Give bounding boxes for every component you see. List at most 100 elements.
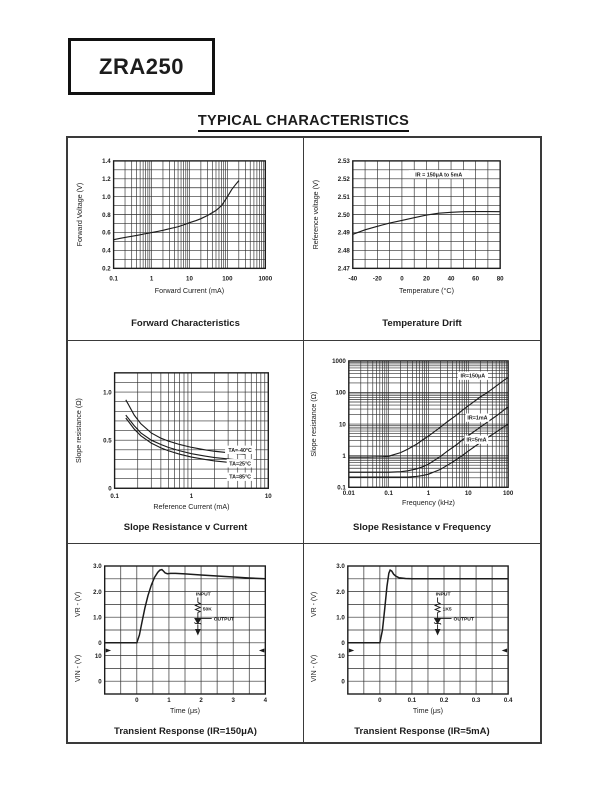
- curve-ir-150ua: [348, 376, 509, 458]
- curve-label: TA=85°C: [229, 475, 251, 481]
- curve-forward-voltage: [113, 180, 240, 241]
- x-tick-label: 0: [378, 697, 382, 704]
- y-tick-label: 10: [339, 421, 346, 428]
- y-tick-label: 2.53: [338, 158, 351, 165]
- chart-title: Slope Resistance v Current: [124, 522, 248, 533]
- x-axis-label: Reference Current (mA): [153, 503, 229, 511]
- x-tick-label: 0.1: [408, 697, 417, 704]
- circuit-output-label: OUTPUT: [454, 616, 474, 622]
- zener-diode-icon: [194, 617, 202, 625]
- curve-label-box: [464, 435, 489, 444]
- test-circuit-inset: [194, 597, 212, 636]
- vr-tick-label: 0: [341, 640, 345, 647]
- vr-tick-label: 2.0: [336, 589, 345, 596]
- curve-ta-85c: [125, 417, 246, 465]
- y-axis-label: Reference voltage (V): [312, 180, 320, 250]
- resistor-icon: [194, 602, 202, 613]
- circuit-input-label: INPUT: [436, 591, 451, 597]
- y-tick-label: 1000: [332, 358, 346, 365]
- vr-tick-label: 3.0: [93, 563, 102, 570]
- y-tick-label: 0.1: [337, 484, 346, 491]
- chart-cell-temperature-drift: IR = 150μA to 5mA -40 -20 0 20 40 60 80 2.47 2.48…: [304, 138, 540, 341]
- curve-label-box: [226, 472, 254, 481]
- curve-ir-5ma: [348, 423, 509, 478]
- vr-axis-label: VR - (V): [75, 592, 82, 617]
- chart-cell-transient-response-5ma: 0 0.1 0.2 0.3 0.4 3.0 2.0 1.0 0 10 0 VR - (V) VIN - …: [304, 544, 540, 742]
- vin-tick-label: 10: [95, 653, 102, 660]
- x-tick-label: 1: [150, 275, 154, 282]
- trace-arrow-right-icon: [258, 648, 265, 653]
- x-tick-label: 0.1: [109, 275, 118, 282]
- y-axis-label: Slope resistance (Ω): [75, 398, 83, 463]
- y-tick-label: 0.4: [102, 248, 111, 255]
- x-tick-label: 0.3: [472, 697, 481, 704]
- y-tick-label: 1.2: [102, 176, 111, 183]
- typical-characteristics-grid: 0.1 1 10 100 1000 0.2 0.4 0.6 0.8 1.0 1.2 1.4 Forwar…: [66, 136, 542, 744]
- chart-title: Slope Resistance v Frequency: [353, 522, 492, 533]
- circuit-resistor-label: 1K5: [443, 606, 452, 612]
- x-tick-label: 10: [186, 275, 193, 282]
- y-tick-label: 2.50: [338, 212, 351, 219]
- x-tick-label: 10: [465, 490, 472, 497]
- curve-label: IR=1mA: [467, 416, 487, 422]
- test-circuit-inset: [433, 597, 452, 636]
- x-tick-label: 100: [222, 275, 233, 282]
- grid: [104, 565, 266, 695]
- chart-cell-slope-resistance-v-frequency: IR=150μA IR=1mA IR=5mA 0.01 0.1 1 10 100 0.1 1 10 1…: [304, 341, 540, 544]
- y-tick-label: 2.52: [338, 176, 351, 183]
- x-axis-label: Time (μs): [413, 707, 443, 715]
- x-tick-label: 1: [190, 493, 194, 500]
- curve-ta-25c: [125, 414, 246, 461]
- grid: [348, 360, 509, 488]
- chart-title: Transient Response (IR=5mA): [354, 726, 489, 737]
- vr-tick-label: 3.0: [336, 563, 345, 570]
- curve-label-box: [226, 459, 254, 468]
- y-tick-label: 0: [108, 485, 112, 492]
- curve-label-box: [408, 170, 469, 179]
- curve-label-box: [465, 413, 490, 422]
- chart-cell-slope-resistance-v-current: TA=-40°C TA=25°C TA=85°C 0.1 1 10 0 0.5 1.0 Refer…: [68, 341, 304, 544]
- vr-tick-label: 1.0: [336, 614, 345, 621]
- y-tick-label: 0.6: [102, 230, 111, 237]
- zener-bar-icon: [194, 622, 202, 625]
- curve-label: TA=-40°C: [228, 448, 252, 454]
- vin-tick-label: 0: [341, 678, 345, 685]
- x-tick-label: 1000: [258, 275, 272, 282]
- grid: [347, 565, 509, 695]
- x-axis-label: Frequency (kHz): [402, 499, 455, 507]
- chart-cell-forward-characteristics: 0.1 1 10 100 1000 0.2 0.4 0.6 0.8 1.0 1.2 1.4 Forwar…: [68, 138, 304, 341]
- vin-axis-label: VIN - (V): [311, 655, 318, 682]
- chart-svg-transient-response-5ma: 0 0.1 0.2 0.3 0.4 3.0 2.0 1.0 0 10 0 VR - (V) VIN - …: [311, 563, 513, 737]
- x-tick-label: 100: [503, 490, 514, 497]
- y-tick-label: 1.0: [102, 194, 111, 201]
- curve-ir-1ma: [348, 406, 509, 473]
- y-tick-label: 2.48: [338, 248, 351, 255]
- vin-axis-label: VIN - (V): [75, 655, 82, 682]
- x-axis-label: Forward Current (mA): [155, 287, 224, 295]
- resistor-icon: [433, 602, 442, 613]
- x-axis-label: Time (μs): [170, 707, 200, 715]
- grid: [113, 160, 266, 269]
- x-tick-label: 20: [423, 275, 430, 282]
- trace-arrow-right-icon: [501, 648, 508, 653]
- x-axis-label: Temperature (°C): [399, 287, 454, 295]
- vin-tick-label: 0: [98, 678, 102, 685]
- chart-svg-slope-resistance-v-current: TA=-40°C TA=25°C TA=85°C 0.1 1 10 0 0.5 1.0 Refer…: [75, 372, 272, 533]
- x-tick-label: 80: [497, 275, 504, 282]
- x-tick-label: 4: [264, 697, 268, 704]
- y-tick-label: 0.2: [102, 266, 111, 273]
- chart-svg-forward-characteristics: 0.1 1 10 100 1000 0.2 0.4 0.6 0.8 1.0 1.2 1.4 Forwar…: [76, 158, 273, 329]
- y-axis-label: Slope resistance (Ω): [310, 392, 318, 457]
- chart-svg-transient-response-150ua: 0 1 2 3 4 3.0 2.0 1.0 0 10 0 VR - (V) VIN - (V) Time …: [75, 563, 268, 737]
- vin-tick-label: 10: [338, 653, 345, 660]
- x-tick-label: 0.1: [110, 493, 119, 500]
- circuit-resistor-label: 50K: [203, 606, 212, 612]
- chart-svg-temperature-drift: IR = 150μA to 5mA -40 -20 0 20 40 60 80 2.47 2.48…: [312, 158, 504, 329]
- plot-border: [112, 160, 267, 270]
- circuit-output-label: OUTPUT: [214, 616, 234, 622]
- vr-tick-label: 0: [98, 640, 102, 647]
- x-tick-label: 0: [400, 275, 404, 282]
- chart-title: Temperature Drift: [382, 318, 462, 329]
- chart-title: Transient Response (IR=150μA): [114, 726, 257, 737]
